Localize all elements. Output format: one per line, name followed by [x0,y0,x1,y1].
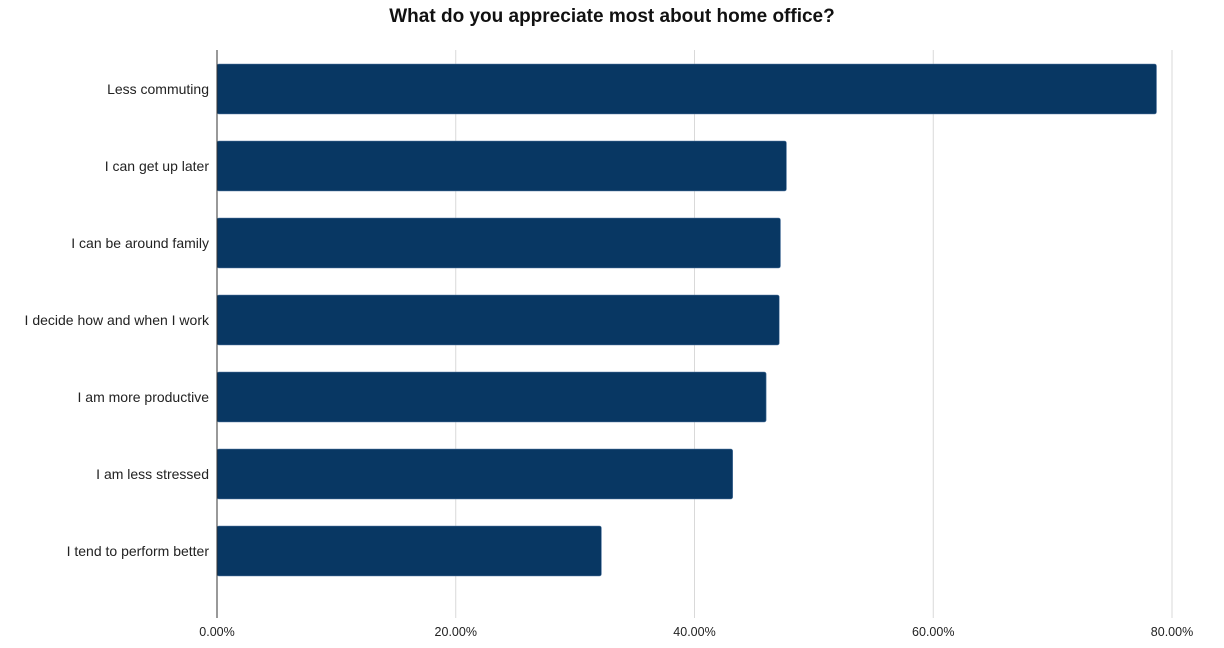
category-label: I decide how and when I work [25,312,210,328]
x-tick-label: 40.00% [673,625,715,639]
bar [216,448,734,500]
bar [216,371,767,423]
bar [216,217,781,269]
category-label: I am more productive [78,389,210,405]
category-label: I tend to perform better [67,543,210,559]
chart-title: What do you appreciate most about home o… [389,6,835,27]
bar [216,525,602,577]
x-tick-label: 20.00% [435,625,477,639]
category-label: I am less stressed [96,466,209,482]
x-tick-label: 0.00% [199,625,234,639]
x-tick-label: 60.00% [912,625,954,639]
category-label: Less commuting [107,81,209,97]
bar [216,63,1157,115]
bar [216,140,787,192]
bar [216,294,780,346]
x-tick-label: 80.00% [1151,625,1193,639]
category-label: I can get up later [105,158,210,174]
category-label: I can be around family [71,235,209,251]
